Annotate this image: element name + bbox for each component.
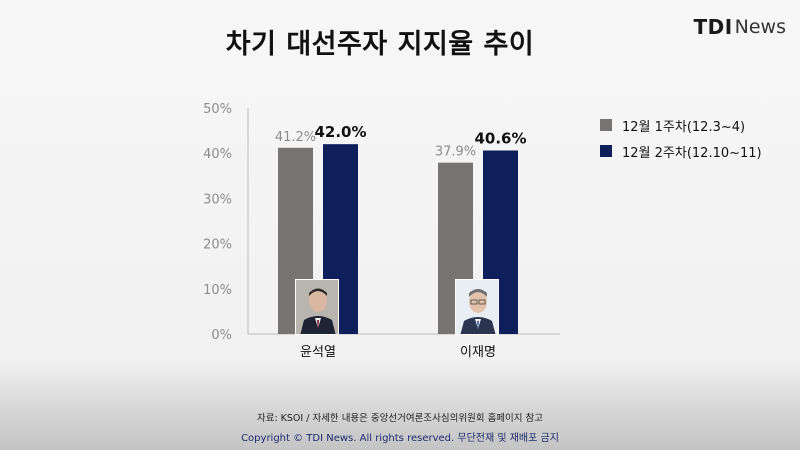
legend-item-series-1: 12월 1주차(12.3~4) bbox=[600, 114, 762, 136]
y-tick-label: 20% bbox=[203, 238, 232, 253]
legend-swatch bbox=[600, 145, 612, 157]
y-tick-label: 10% bbox=[203, 283, 232, 298]
x-tick-label: 윤석열 bbox=[300, 345, 336, 360]
data-label: 40.6% bbox=[474, 129, 526, 147]
chart-title: 차기 대선주자 지지율 추이 bbox=[225, 29, 535, 60]
legend-label: 12월 2주차(12.10~11) bbox=[622, 145, 762, 161]
person-photo-icon bbox=[456, 280, 498, 334]
x-tick-label: 이재명 bbox=[460, 345, 496, 360]
y-tick-label: 30% bbox=[203, 192, 232, 207]
data-label: 37.9% bbox=[435, 145, 476, 160]
y-tick-label: 40% bbox=[203, 147, 232, 162]
person-photo-icon bbox=[296, 280, 338, 334]
legend-label: 12월 1주차(12.3~4) bbox=[622, 119, 746, 135]
tdi-news-logo: TDI News bbox=[693, 14, 786, 40]
logo-sub: News bbox=[734, 16, 786, 38]
logo-mark: TDI bbox=[693, 15, 733, 39]
candidate-photo-lee bbox=[455, 279, 499, 335]
data-label: 42.0% bbox=[314, 123, 366, 141]
y-tick-label: 0% bbox=[211, 328, 232, 343]
legend-item-series-2: 12월 2주차(12.10~11) bbox=[600, 140, 762, 162]
footer-copyright: Copyright © TDI News. All rights reserve… bbox=[241, 433, 559, 444]
chart-legend: 12월 1주차(12.3~4) 12월 2주차(12.10~11) bbox=[600, 114, 762, 166]
y-tick-label: 50% bbox=[203, 102, 232, 117]
candidate-photo-yoon bbox=[295, 279, 339, 335]
legend-swatch bbox=[600, 119, 612, 131]
data-label: 41.2% bbox=[275, 130, 316, 145]
footer-source: 자료: KSOI / 자세한 내용은 중앙선거여론조사심의위원회 홈페이지 참고 bbox=[256, 413, 544, 424]
